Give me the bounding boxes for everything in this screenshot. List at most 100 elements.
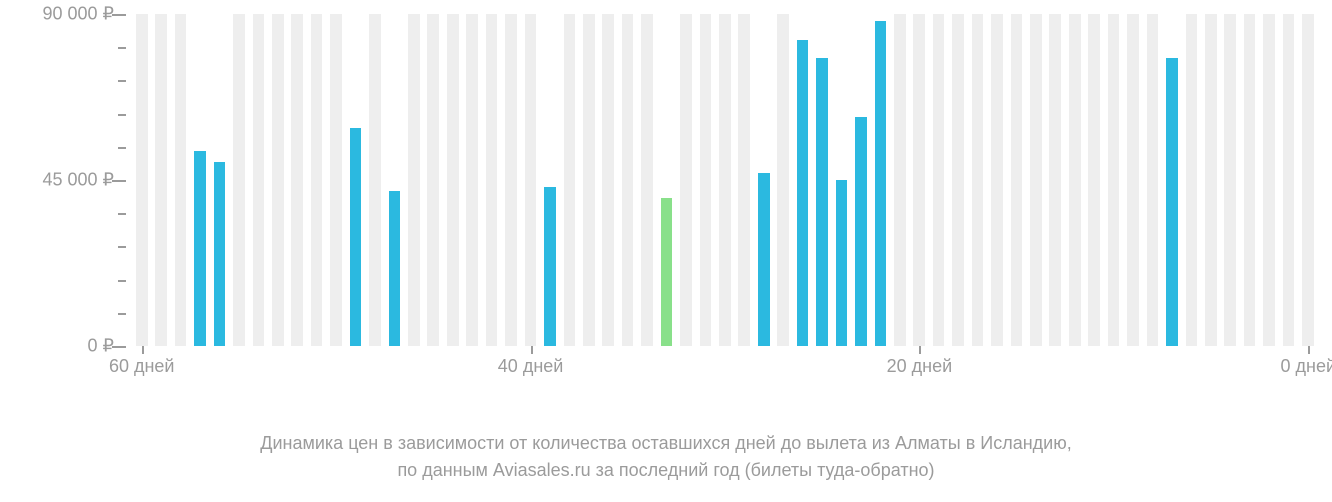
x-tick-mark xyxy=(142,346,144,354)
bar-slot xyxy=(1279,14,1298,346)
bar-nodata xyxy=(952,14,964,346)
bar-nodata xyxy=(777,14,789,346)
bar-slot xyxy=(501,14,520,346)
bar-nodata xyxy=(1302,14,1314,346)
bar-price xyxy=(855,117,867,346)
bar-slot xyxy=(890,14,909,346)
bar-price xyxy=(797,40,809,346)
bar-slot xyxy=(968,14,987,346)
bar-nodata xyxy=(1263,14,1275,346)
bar-slot xyxy=(948,14,967,346)
bar-slot xyxy=(1143,14,1162,346)
bar-nodata xyxy=(486,14,498,346)
bar-price xyxy=(214,162,226,346)
bar-slot xyxy=(1104,14,1123,346)
bar-nodata xyxy=(330,14,342,346)
x-tick-label: 0 дней xyxy=(1281,356,1332,377)
bar-slot xyxy=(1240,14,1259,346)
bar-slot xyxy=(735,14,754,346)
x-tick-label: 40 дней xyxy=(498,356,564,377)
bar-nodata xyxy=(1108,14,1120,346)
y-minor-tick xyxy=(118,80,126,82)
bar-slot xyxy=(715,14,734,346)
bar-slot xyxy=(696,14,715,346)
bar-slot xyxy=(229,14,248,346)
bars-container xyxy=(132,14,1318,346)
caption-line-2: по данным Aviasales.ru за последний год … xyxy=(397,460,934,480)
y-minor-tick xyxy=(118,147,126,149)
bar-slot xyxy=(1221,14,1240,346)
bar-slot xyxy=(676,14,695,346)
y-minor-tick xyxy=(118,280,126,282)
bar-nodata xyxy=(894,14,906,346)
bar-price xyxy=(194,151,206,347)
bar-nodata xyxy=(1205,14,1217,346)
bar-slot xyxy=(365,14,384,346)
bar-nodata xyxy=(913,14,925,346)
bar-slot xyxy=(910,14,929,346)
bar-slot xyxy=(521,14,540,346)
y-major-tick xyxy=(112,346,126,348)
bar-slot xyxy=(657,14,676,346)
y-major-tick xyxy=(112,14,126,16)
bar-slot xyxy=(793,14,812,346)
bar-nodata xyxy=(1011,14,1023,346)
bar-slot xyxy=(443,14,462,346)
bar-nodata xyxy=(311,14,323,346)
bar-nodata xyxy=(369,14,381,346)
bar-nodata xyxy=(1030,14,1042,346)
bar-slot xyxy=(1046,14,1065,346)
bar-slot xyxy=(190,14,209,346)
bar-nodata xyxy=(155,14,167,346)
bar-nodata xyxy=(253,14,265,346)
y-minor-tick xyxy=(118,47,126,49)
bar-nodata xyxy=(738,14,750,346)
caption-line-1: Динамика цен в зависимости от количества… xyxy=(260,433,1071,453)
bar-slot xyxy=(132,14,151,346)
bar-nodata xyxy=(427,14,439,346)
bar-nodata xyxy=(972,14,984,346)
y-minor-tick xyxy=(118,114,126,116)
bar-nodata xyxy=(700,14,712,346)
bar-slot xyxy=(929,14,948,346)
bar-slot xyxy=(812,14,831,346)
bar-slot xyxy=(1298,14,1317,346)
bar-slot xyxy=(462,14,481,346)
bar-price xyxy=(836,180,848,346)
bar-slot xyxy=(987,14,1006,346)
y-tick-label: 90 000 ₽ xyxy=(42,4,114,25)
bar-slot xyxy=(1201,14,1220,346)
bar-nodata xyxy=(505,14,517,346)
y-minor-tick xyxy=(118,213,126,215)
y-minor-tick xyxy=(118,246,126,248)
bar-nodata xyxy=(1069,14,1081,346)
bar-slot xyxy=(754,14,773,346)
bar-slot xyxy=(424,14,443,346)
bar-slot xyxy=(482,14,501,346)
bar-price xyxy=(350,128,362,346)
bar-slot xyxy=(871,14,890,346)
bar-price xyxy=(816,58,828,346)
x-tick-mark xyxy=(919,346,921,354)
bar-slot xyxy=(579,14,598,346)
bar-slot xyxy=(1162,14,1181,346)
bar-slot xyxy=(326,14,345,346)
bar-nodata xyxy=(1127,14,1139,346)
bar-nodata xyxy=(233,14,245,346)
price-by-days-chart: 0 ₽45 000 ₽90 000 ₽60 дней40 дней20 дней… xyxy=(0,0,1332,502)
bar-nodata xyxy=(933,14,945,346)
bar-nodata xyxy=(175,14,187,346)
y-tick-label: 45 000 ₽ xyxy=(42,170,114,191)
bar-min-price xyxy=(661,198,673,346)
bar-slot xyxy=(249,14,268,346)
bar-slot xyxy=(171,14,190,346)
bar-slot xyxy=(1007,14,1026,346)
bar-slot xyxy=(832,14,851,346)
chart-caption: Динамика цен в зависимости от количества… xyxy=(0,430,1332,484)
bar-nodata xyxy=(408,14,420,346)
bar-slot xyxy=(637,14,656,346)
bar-price xyxy=(875,21,887,346)
bar-nodata xyxy=(136,14,148,346)
plot-area: 0 ₽45 000 ₽90 000 ₽60 дней40 дней20 дней… xyxy=(132,14,1318,346)
bar-nodata xyxy=(291,14,303,346)
